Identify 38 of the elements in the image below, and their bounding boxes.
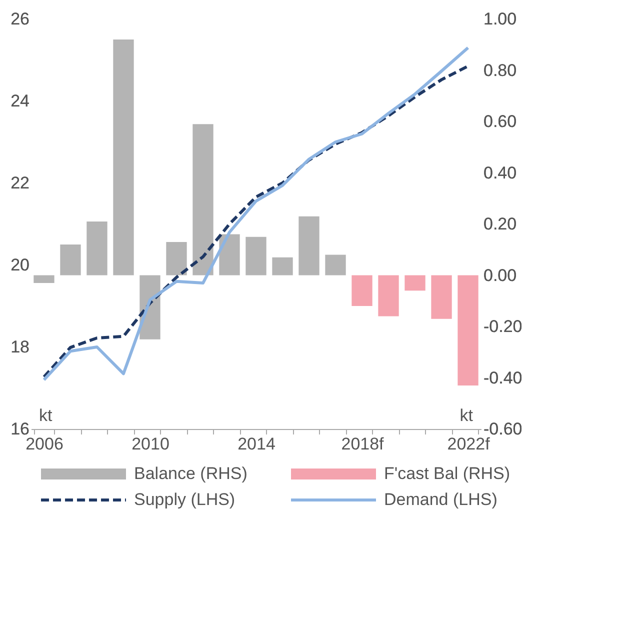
y-tick-label: 20 <box>10 256 30 274</box>
bar <box>113 40 134 276</box>
y2-tick-label: -0.40 <box>484 368 522 388</box>
legend-label: Balance (RHS) <box>134 464 248 483</box>
bar <box>352 275 372 306</box>
bar <box>458 275 478 386</box>
y-tick-label: 26 <box>10 10 30 28</box>
y2-tick-label: 0.00 <box>484 266 517 285</box>
y-tick-label: 18 <box>10 338 30 356</box>
y2-tick-label: 0.80 <box>484 60 517 80</box>
legend-label: Supply (LHS) <box>134 490 236 509</box>
bar <box>60 244 81 276</box>
bar <box>272 257 293 276</box>
bar <box>86 221 108 276</box>
bar <box>325 254 346 276</box>
bar <box>431 275 452 319</box>
y2-tick-label: 0.60 <box>484 112 517 131</box>
bar <box>166 242 187 276</box>
y-tick-label: 24 <box>10 92 30 110</box>
bar <box>219 234 240 276</box>
annotation: kt <box>39 406 52 425</box>
bar <box>378 275 399 316</box>
y2-tick-label: -0.20 <box>484 317 522 336</box>
bar <box>298 216 320 276</box>
y2-tick-label: 0.40 <box>484 163 517 182</box>
x-tick-label: 2018f <box>341 434 384 454</box>
annotation: kt <box>460 406 474 425</box>
y2-tick-label: 0.20 <box>484 214 517 234</box>
y2-tick-label: 1.00 <box>484 10 517 28</box>
bar <box>246 236 266 276</box>
x-tick-label: 2010 <box>132 434 170 454</box>
bar <box>192 124 214 276</box>
y-tick-label: 22 <box>10 174 30 192</box>
bar <box>404 275 426 291</box>
legend-label: F'cast Bal (RHS) <box>384 464 510 483</box>
legend-label: Demand (LHS) <box>384 490 498 509</box>
bar <box>34 275 54 283</box>
x-tick-label: 2014 <box>238 434 276 454</box>
